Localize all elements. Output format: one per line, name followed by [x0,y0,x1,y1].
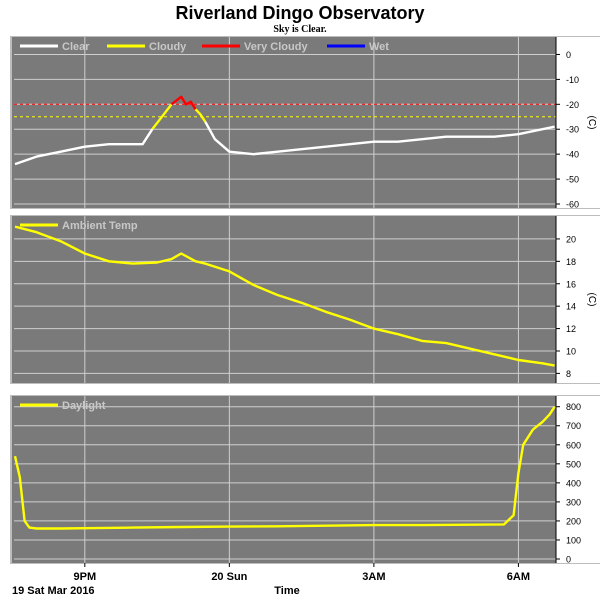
y-tick-label: 12 [566,324,576,334]
y-tick-label: 300 [566,497,581,507]
y-axis-area [556,37,600,208]
series-line-clear [14,128,154,166]
y-tick-label: 0 [566,555,571,565]
y-tick-label: 600 [566,440,581,450]
y-tick-label: 8 [566,369,571,379]
x-tick-label: 6AM [507,571,530,583]
plot-area [12,396,556,563]
legend-entry: Wet [369,41,389,53]
y-axis-area [556,396,600,563]
x-tick-label: 9PM [74,571,97,583]
y-tick-label: 18 [566,257,576,267]
series-line-cloudy [194,108,207,123]
chart-subtitle: Sky is Clear. [273,24,327,35]
legend-entry: Very Cloudy [244,41,308,53]
y-tick-label: -40 [566,150,579,160]
series-line-clear [204,121,555,156]
y-tick-label: 700 [566,421,581,431]
plot-area [12,216,556,383]
y-tick-label: 200 [566,516,581,526]
x-axis-title: Time [274,585,299,597]
series-line-ambient-temp [14,225,555,367]
panel-daylight: 0 100 200 300 400 500 600 700 800 Daylight [10,395,600,565]
y-tick-label: 14 [566,302,576,312]
series-line-cloudy [151,103,173,130]
panel-ambient: 8 10 12 14 16 18 20 (C) Ambient Temp [10,215,600,384]
series-line-daylight [13,406,556,530]
y-axis-label: (C) [586,116,597,130]
x-tick-label: 3AM [362,571,385,583]
legend-entry: Clear [62,41,90,53]
y-tick-label: 100 [566,535,581,545]
x-tick-label: 20 Sun [211,571,247,583]
date-label: 19 Sat Mar 2016 [12,585,95,597]
plot-area [12,37,556,208]
panels: 0 -10 -20 -30 -40 -50 -60 (C) Clear Cloudy Very Cl… [10,36,600,583]
y-tick-label: 10 [566,346,576,356]
legend-entry: Cloudy [149,41,187,53]
y-tick-label: 400 [566,478,581,488]
chart-title: Riverland Dingo Observatory [175,3,424,23]
y-tick-label: -50 [566,175,579,185]
y-tick-label: 0 [566,50,571,60]
legend-entry: Ambient Temp [62,220,138,232]
y-axis-label: (C) [586,293,597,307]
y-axis-area [556,216,600,383]
y-tick-label: -30 [566,125,579,135]
y-tick-label: 800 [566,402,581,412]
y-tick-label: 16 [566,279,576,289]
y-tick-label: -60 [566,200,579,210]
panel-sky: 0 -10 -20 -30 -40 -50 -60 (C) Clear Cloudy Very Cl… [10,36,600,210]
y-tick-label: -10 [566,75,579,85]
y-tick-label: 500 [566,459,581,469]
legend-entry: Daylight [62,400,106,412]
y-tick-label: 20 [566,234,576,244]
series-line-very-cloudy [170,95,197,110]
y-tick-label: -20 [566,100,579,110]
